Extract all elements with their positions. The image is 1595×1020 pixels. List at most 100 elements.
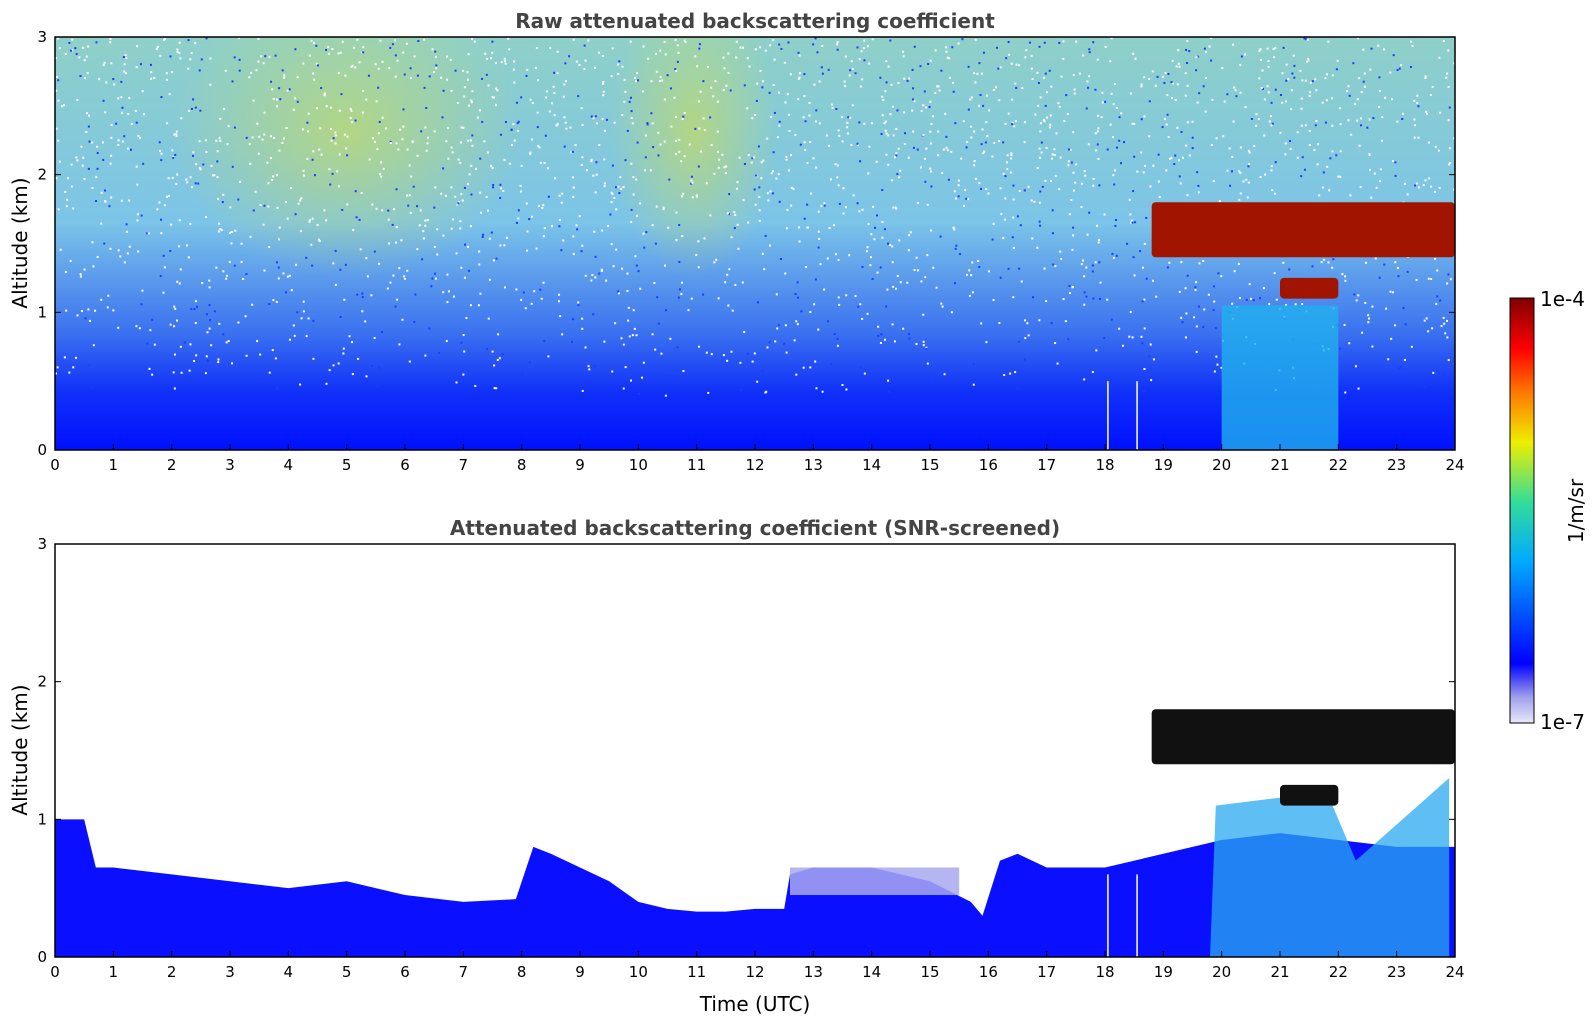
noise-speck [968, 269, 971, 272]
noise-speck [198, 140, 201, 143]
noise-speck [238, 58, 241, 61]
noise-speck [798, 76, 801, 79]
noise-speck [180, 371, 183, 374]
noise-speck [1350, 133, 1353, 136]
noise-speck [1186, 84, 1189, 87]
x-tick-label: 12 [745, 456, 764, 474]
noise-speck [1129, 311, 1132, 314]
noise-speck [1059, 250, 1062, 253]
noise-speck [778, 43, 781, 46]
noise-speck [1367, 321, 1370, 324]
noise-speck [402, 108, 405, 111]
noise-speck [848, 254, 851, 257]
noise-speck [491, 96, 494, 99]
noise-speck [271, 179, 274, 182]
noise-speck [836, 41, 839, 44]
noise-speck [1433, 190, 1436, 193]
noise-speck [759, 69, 762, 72]
noise-speck [581, 389, 584, 392]
noise-speck [980, 72, 983, 75]
noise-speck [898, 239, 901, 242]
noise-speck [774, 340, 777, 343]
noise-speck [1257, 117, 1260, 120]
noise-speck [1051, 153, 1054, 156]
noise-speck [1339, 123, 1342, 126]
noise-speck [1259, 175, 1262, 178]
noise-speck [1239, 296, 1242, 299]
noise-speck [1156, 75, 1159, 78]
y-tick-label: 3 [37, 28, 47, 46]
noise-speck [691, 196, 694, 199]
noise-speck [665, 309, 668, 312]
noise-speck [1049, 114, 1052, 117]
noise-speck [1191, 147, 1194, 150]
noise-speck [894, 287, 897, 290]
screened-x-axis-label: Time (UTC) [699, 992, 811, 1016]
noise-speck [499, 196, 502, 199]
noise-speck [491, 40, 494, 43]
noise-speck [690, 297, 693, 300]
noise-speck [902, 327, 905, 330]
noise-speck [1287, 78, 1290, 81]
raw-panel-title: Raw attenuated backscattering coefficien… [515, 9, 995, 33]
noise-speck [1157, 180, 1160, 183]
noise-speck [739, 388, 742, 391]
noise-speck [1307, 59, 1310, 62]
noise-speck [748, 65, 751, 68]
noise-speck [1050, 85, 1053, 88]
noise-speck [1143, 298, 1146, 301]
screened-panel-title: Attenuated backscattering coefficient (S… [450, 516, 1060, 540]
noise-speck [1038, 220, 1041, 223]
noise-speck [973, 72, 976, 75]
noise-speck [1031, 296, 1034, 299]
noise-speck [1010, 157, 1013, 160]
noise-speck [1356, 119, 1359, 122]
noise-speck [880, 333, 883, 336]
noise-speck [121, 140, 124, 143]
noise-speck [325, 382, 328, 385]
noise-speck [409, 67, 412, 70]
noise-speck [1004, 175, 1007, 178]
noise-speck [594, 115, 597, 118]
noise-speck [218, 222, 221, 225]
noise-speck [171, 71, 174, 74]
noise-speck [225, 341, 228, 344]
noise-speck [1083, 291, 1086, 294]
noise-speck [1443, 322, 1446, 325]
noise-speck [1006, 154, 1009, 157]
noise-speck [929, 59, 932, 62]
noise-speck [313, 78, 316, 81]
noise-speck [1083, 303, 1086, 306]
noise-speck [803, 217, 806, 220]
noise-speck [462, 69, 465, 72]
noise-speck [1339, 150, 1342, 153]
noise-speck [602, 94, 605, 97]
noise-speck [967, 198, 970, 201]
noise-speck [1304, 124, 1307, 127]
noise-speck [63, 104, 66, 107]
noise-speck [818, 80, 821, 83]
noise-speck [642, 232, 645, 235]
noise-speck [68, 371, 71, 374]
noise-speck [1194, 288, 1197, 291]
noise-speck [1044, 179, 1047, 182]
noise-speck [1245, 298, 1248, 301]
noise-speck [1007, 112, 1010, 115]
noise-speck [512, 123, 515, 126]
noise-speck [79, 275, 82, 278]
boundary-layer [55, 819, 1455, 957]
noise-speck [838, 303, 841, 306]
noise-speck [1171, 59, 1174, 62]
noise-speck [1005, 57, 1008, 60]
noise-speck [1438, 56, 1441, 59]
noise-speck [1303, 168, 1306, 171]
noise-speck [845, 294, 848, 297]
noise-speck [966, 141, 969, 144]
noise-speck [441, 116, 444, 119]
noise-speck [1436, 269, 1439, 272]
noise-speck [818, 122, 821, 125]
noise-speck [770, 172, 773, 175]
noise-speck [756, 380, 759, 383]
noise-speck [997, 67, 1000, 70]
noise-speck [194, 106, 197, 109]
